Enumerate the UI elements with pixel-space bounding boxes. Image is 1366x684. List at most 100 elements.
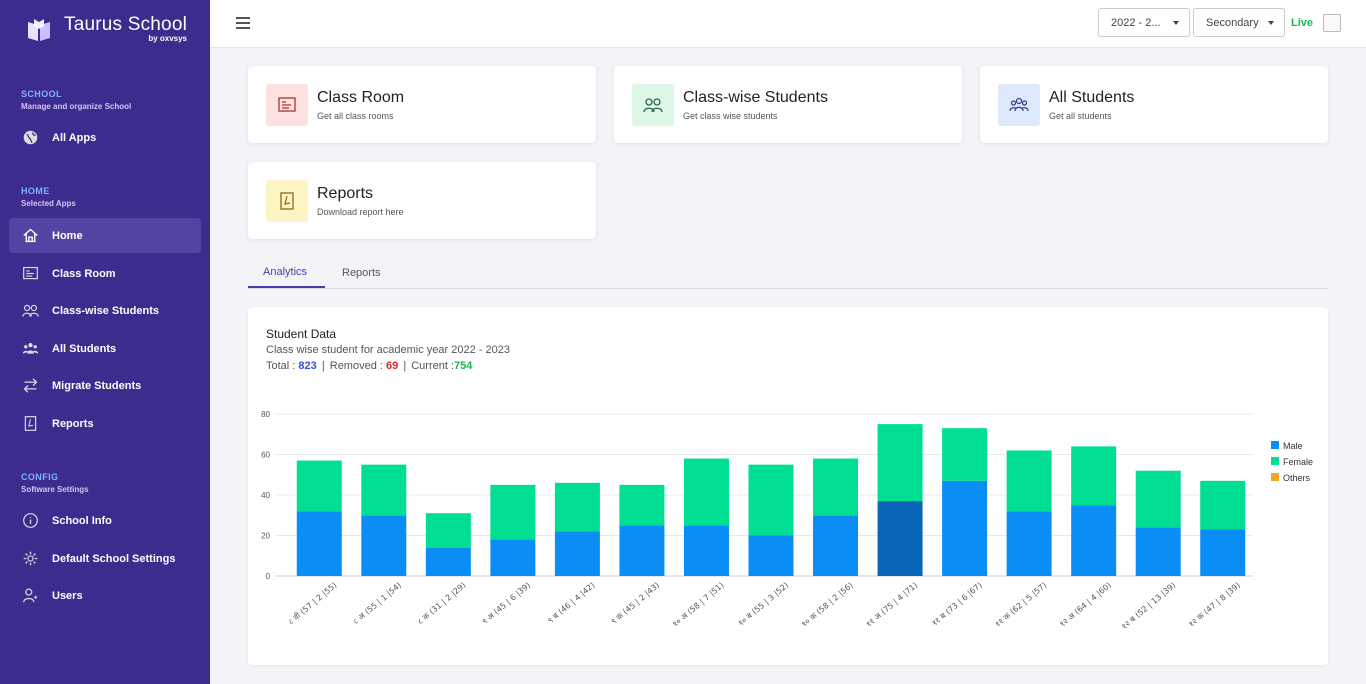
sidebar-item-default-school-settings[interactable]: Default School Settings <box>9 541 201 576</box>
sidebar-item-class-wise-students[interactable]: Class-wise Students <box>9 293 201 328</box>
brand-by: by oxvsys <box>148 34 188 43</box>
bar-male[interactable] <box>683 525 729 576</box>
current-value: 754 <box>454 360 473 372</box>
card-subtitle: Get all students <box>1049 111 1112 121</box>
bar-female[interactable] <box>361 464 407 516</box>
classroom-icon <box>23 266 38 280</box>
bar-female[interactable] <box>490 484 536 540</box>
card-icon-bg <box>266 84 308 126</box>
sidebar-item-label: School Info <box>52 514 112 527</box>
bar-female[interactable] <box>1006 450 1052 512</box>
tab-bar: Analytics Reports <box>248 258 1328 289</box>
bar-female[interactable] <box>1071 446 1117 506</box>
x-tick-label: ११ क (62 | 5 |57) <box>993 581 1048 629</box>
bar-male[interactable] <box>296 511 342 576</box>
bar-female[interactable] <box>683 458 729 526</box>
sidebar-item-label: Reports <box>52 417 94 430</box>
bar-male[interactable] <box>554 531 600 576</box>
x-tick-label: १२ क (47 | 8 |39) <box>1187 581 1242 629</box>
student-stats: Total : 823 | Removed : 69 | Current :75… <box>266 360 473 372</box>
bar-female[interactable] <box>619 484 665 526</box>
total-label: Total : <box>266 360 299 372</box>
removed-value: 69 <box>386 360 399 372</box>
sidebar-item-label: Class Room <box>52 267 116 280</box>
bar-male[interactable] <box>1135 527 1181 576</box>
book-logo-icon <box>28 19 50 41</box>
bar-male[interactable] <box>748 535 794 577</box>
x-tick-label: १० अ (58 | 7 |51) <box>671 581 726 629</box>
bar-male[interactable] <box>877 501 923 576</box>
card-class-room[interactable]: Class Room Get all class rooms <box>248 66 596 143</box>
section-title: SCHOOL <box>21 89 62 99</box>
bar-male[interactable] <box>1200 529 1246 576</box>
section-title: CONFIG <box>21 472 59 482</box>
bar-female[interactable] <box>554 482 600 532</box>
x-tick-label: ९ क (45 | 2 |43) <box>609 581 661 627</box>
bar-male[interactable] <box>813 515 859 576</box>
bar-female[interactable] <box>877 424 923 502</box>
user-icon <box>23 588 38 603</box>
sidebar: Taurus School by oxvsys SCHOOL Manage an… <box>0 0 210 684</box>
legend-swatch <box>1271 457 1279 465</box>
bar-male[interactable] <box>619 525 665 576</box>
group-icon <box>22 342 39 354</box>
chevron-down-icon <box>1268 21 1274 25</box>
menu-toggle-icon[interactable] <box>236 17 250 29</box>
info-icon <box>23 513 38 528</box>
card-subtitle: Get all class rooms <box>317 111 394 121</box>
sidebar-item-all-students[interactable]: All Students <box>9 331 201 366</box>
sidebar-item-label: All Apps <box>52 131 97 144</box>
total-value: 823 <box>298 360 317 372</box>
tab-reports[interactable]: Reports <box>342 267 381 279</box>
bar-male[interactable] <box>942 480 988 576</box>
legend-swatch <box>1271 473 1279 481</box>
section-subtitle: Manage and organize School <box>21 102 132 111</box>
bar-female[interactable] <box>942 428 988 481</box>
x-tick-label: ९ अ (45 | 6 |39) <box>480 581 532 627</box>
active-tab-indicator <box>248 286 325 288</box>
students-pair-icon <box>643 98 663 113</box>
bar-male[interactable] <box>425 547 471 576</box>
bar-male[interactable] <box>490 539 536 576</box>
school-level-select[interactable]: Secondary <box>1193 8 1285 37</box>
card-title: Class-wise Students <box>683 89 828 106</box>
bar-female[interactable] <box>1135 470 1181 528</box>
sidebar-item-migrate-students[interactable]: Migrate Students <box>9 368 201 403</box>
bar-female[interactable] <box>813 458 859 516</box>
academic-year-select[interactable]: 2022 - 2... <box>1098 8 1190 37</box>
tab-analytics[interactable]: Analytics <box>263 266 308 278</box>
avatar[interactable] <box>1323 14 1341 32</box>
x-tick-label: ११ अ (75 | 4 |71) <box>864 581 919 629</box>
x-tick-label: १० ब (55 | 3 |52) <box>736 581 790 628</box>
sidebar-item-all-apps[interactable]: All Apps <box>9 120 201 155</box>
card-class-wise-students[interactable]: Class-wise Students Get class wise stude… <box>614 66 962 143</box>
panel-subtitle: Class wise student for academic year 202… <box>266 344 510 356</box>
gear-icon <box>23 551 38 566</box>
bar-male[interactable] <box>1071 505 1117 576</box>
card-all-students[interactable]: All Students Get all students <box>980 66 1328 143</box>
bar-male[interactable] <box>1006 511 1052 576</box>
section-subtitle: Software Settings <box>21 485 89 494</box>
sidebar-item-class-room[interactable]: Class Room <box>9 256 201 291</box>
pdf-report-icon <box>24 416 37 431</box>
migrate-arrows-icon <box>23 378 38 393</box>
sidebar-item-reports[interactable]: Reports <box>9 406 201 441</box>
bar-female[interactable] <box>748 464 794 536</box>
bar-female[interactable] <box>296 460 342 512</box>
bar-female[interactable] <box>1200 480 1246 530</box>
section-config: CONFIG Software Settings <box>21 472 89 494</box>
sidebar-item-users[interactable]: Users <box>9 578 201 613</box>
sidebar-item-label: Users <box>52 589 83 602</box>
bar-female[interactable] <box>425 513 471 548</box>
bar-male[interactable] <box>361 515 407 576</box>
sidebar-item-home[interactable]: Home <box>9 218 201 253</box>
card-title: Class Room <box>317 89 405 106</box>
live-status: Live <box>1291 17 1314 29</box>
card-reports[interactable]: Reports Download report here <box>248 162 596 239</box>
sidebar-item-school-info[interactable]: School Info <box>9 503 201 538</box>
student-bar-chart: 0 20 40 60 80 ८ वी (57 | 2 |55) ८ अ (55 | 1 |5… <box>261 410 1313 631</box>
x-tick-label: ८ अ (55 | 1 |54) <box>351 581 403 627</box>
panel-title: Student Data <box>266 327 337 341</box>
home-icon <box>23 228 38 243</box>
brand[interactable]: Taurus School by oxvsys <box>26 14 187 43</box>
